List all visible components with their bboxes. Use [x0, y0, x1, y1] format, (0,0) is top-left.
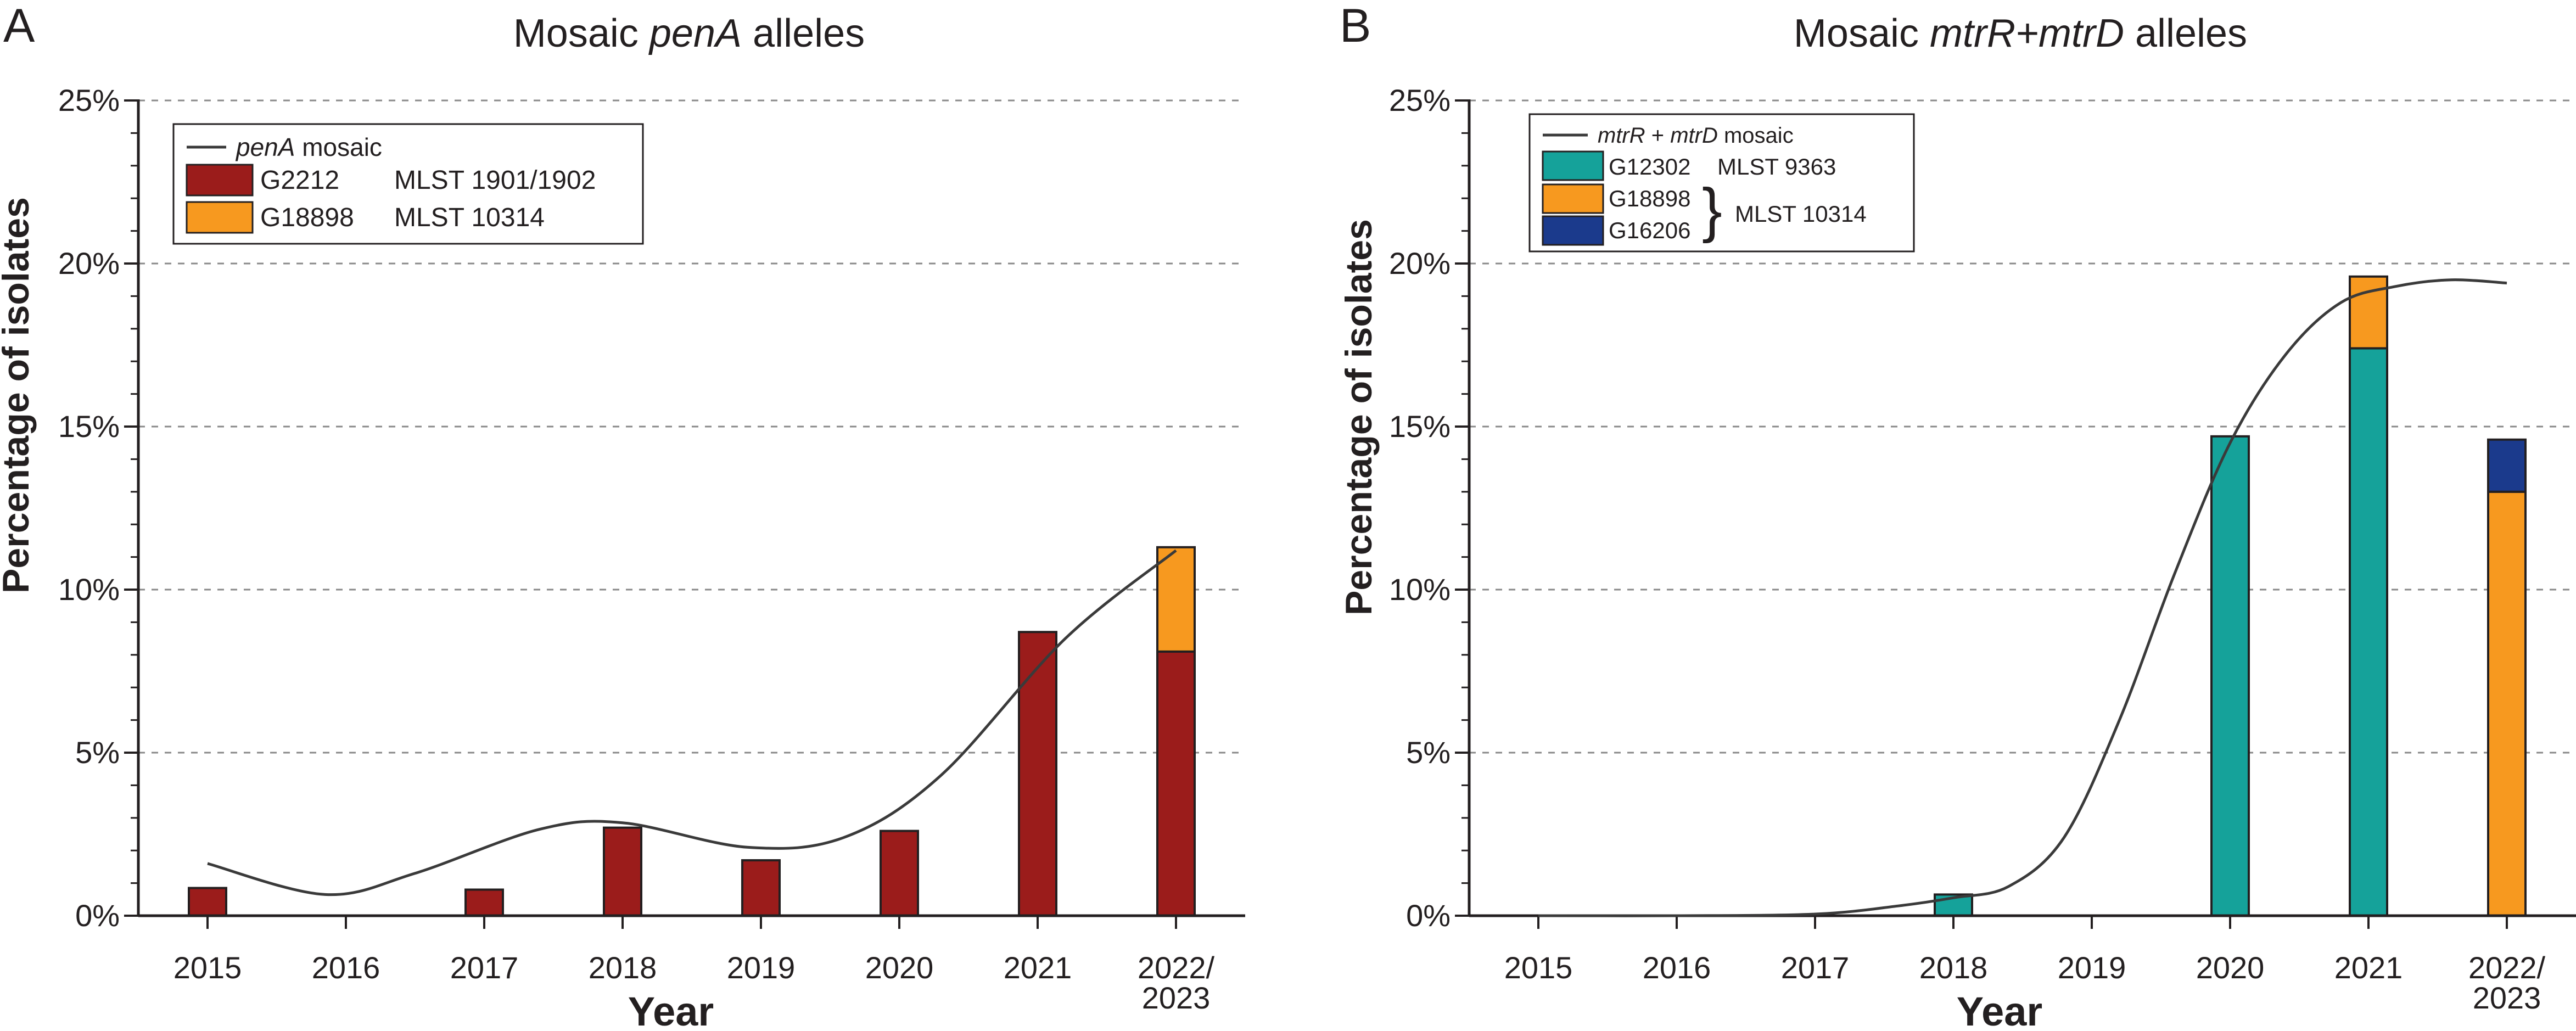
legend-swatch-g16206 [1542, 215, 1604, 246]
axes-a [124, 99, 1245, 929]
bar-b-g12302-5 [2210, 435, 2250, 917]
bar-a-g2212-4 [741, 859, 781, 917]
x-tick-label-a-4: 2019 [727, 950, 796, 985]
bar-b-g12302-6 [2349, 347, 2388, 917]
panel-b: B Mosaic mtrR+mtrD alleles 0% 5% 10% 15% 20%… [1338, 0, 2576, 1031]
y-tick-label-b-10: 10% [1389, 572, 1451, 607]
panel-letter-a: A [3, 0, 35, 52]
chart-title-a: Mosaic penA alleles [513, 12, 865, 55]
x-tick-label-a-0: 2015 [173, 950, 242, 985]
gridlines-b [1469, 99, 2576, 754]
x-tick-label-b-7-1: 2023 [2473, 980, 2541, 1015]
legend-trend-label-b: mtrR + mtrD mosaic [1598, 124, 1794, 148]
legend-label-g12302: G12302 [1609, 154, 1690, 180]
y-tick-label-b-5: 5% [1406, 735, 1451, 770]
y-tick-label-b-20: 20% [1389, 246, 1451, 281]
bar-a-g18898-7 [1156, 546, 1196, 653]
bar-b-g18898-6 [2349, 275, 2388, 350]
x-tick-labels-b: 2015 2016 2017 2018 2019 2020 2021 2022/2023 [1504, 950, 2546, 1015]
legend-label-g2212: G2212 [260, 166, 339, 195]
legend-b: mtrR + mtrD mosaic G12302 MLST 9363 G188… [1528, 113, 1915, 253]
y-tick-label-b-0: 0% [1406, 898, 1451, 933]
x-tick-label-b-6: 2021 [2334, 950, 2403, 985]
trend-line-a [207, 549, 1177, 896]
legend-label-g18898-b: G18898 [1609, 186, 1690, 211]
x-tick-label-b-4: 2019 [2058, 950, 2126, 985]
y-tick-label-a-0: 0% [75, 898, 120, 933]
bar-a-g2212-7 [1156, 650, 1196, 917]
legend-swatch-g12302 [1542, 150, 1604, 181]
x-tick-label-b-3: 2018 [1919, 950, 1988, 985]
y-tick-label-b-25: 25% [1389, 83, 1451, 117]
x-tick-label-b-5: 2020 [2196, 950, 2265, 985]
x-axis-label-b: Year [1957, 989, 2042, 1031]
y-tick-label-a-20: 20% [58, 246, 120, 281]
legend-label-g18898-a: G18898 [260, 203, 354, 232]
panel-letter-b: B [1340, 0, 1371, 52]
legend-brace: } [1702, 176, 1722, 244]
y-tick-label-a-25: 25% [58, 83, 120, 117]
x-tick-label-a-7-0: 2022/ [1138, 950, 1215, 985]
x-tick-label-a-6: 2021 [1004, 950, 1072, 985]
legend-swatch-g18898-a [186, 201, 254, 234]
x-tick-label-a-3: 2018 [589, 950, 657, 985]
trend-line-b [1538, 278, 2507, 917]
legend-mlst-g18898-a: MLST 10314 [394, 203, 545, 232]
bar-b-g18898-7 [2487, 490, 2527, 917]
x-tick-label-b-7-0: 2022/ [2468, 950, 2546, 985]
x-tick-label-a-2: 2017 [450, 950, 519, 985]
panel-a: A Mosaic penA alleles 0% 5% 10% 15% 20% 25% 2… [0, 0, 1245, 1031]
bar-a-g2212-0 [188, 887, 227, 917]
bars-b [1934, 275, 2527, 917]
y-tick-label-a-10: 10% [58, 572, 120, 607]
x-tick-label-b-2: 2017 [1781, 950, 1850, 985]
bar-a-g2212-5 [880, 830, 919, 917]
bar-a-g2212-3 [603, 826, 642, 917]
y-tick-label-b-15: 15% [1389, 409, 1451, 444]
y-axis-label-a: Percentage of isolates [0, 197, 37, 593]
y-axis-label-b: Percentage of isolates [1338, 219, 1380, 615]
y-tick-label-a-15: 15% [58, 409, 120, 444]
x-tick-labels-a: 2015 2016 2017 2018 2019 2020 2021 2022/2023 [173, 950, 1215, 1015]
legend-trend-label-a: penA mosaic [235, 133, 382, 161]
x-axis-label-a: Year [628, 989, 714, 1031]
y-tick-labels-b: 0% 5% 10% 15% 20% 25% [1389, 83, 1451, 933]
bar-a-g2212-2 [464, 888, 504, 917]
x-tick-label-a-1: 2016 [312, 950, 380, 985]
x-tick-label-a-5: 2020 [865, 950, 934, 985]
y-tick-label-a-5: 5% [75, 735, 120, 770]
chart-title-b: Mosaic mtrR+mtrD alleles [1794, 12, 2247, 55]
legend-a: penA mosaic G2212 MLST 1901/1902 G18898 … [172, 123, 644, 245]
x-tick-label-b-0: 2015 [1504, 950, 1573, 985]
legend-mlst-10314-b: MLST 10314 [1735, 201, 1867, 227]
x-tick-label-b-1: 2016 [1643, 950, 1711, 985]
legend-mlst-g12302: MLST 9363 [1717, 154, 1836, 180]
bar-b-g16206-7 [2487, 438, 2527, 493]
bars-a [188, 546, 1196, 917]
x-tick-label-a-7-1: 2023 [1142, 980, 1211, 1015]
legend-swatch-g18898-b [1542, 183, 1604, 214]
legend-label-g16206: G16206 [1609, 217, 1690, 243]
legend-swatch-g2212 [186, 164, 254, 197]
bar-a-g2212-6 [1018, 631, 1057, 917]
y-tick-labels-a: 0% 5% 10% 15% 20% 25% [58, 83, 120, 933]
gridlines-a [138, 99, 1245, 754]
legend-mlst-g2212: MLST 1901/1902 [394, 166, 596, 195]
